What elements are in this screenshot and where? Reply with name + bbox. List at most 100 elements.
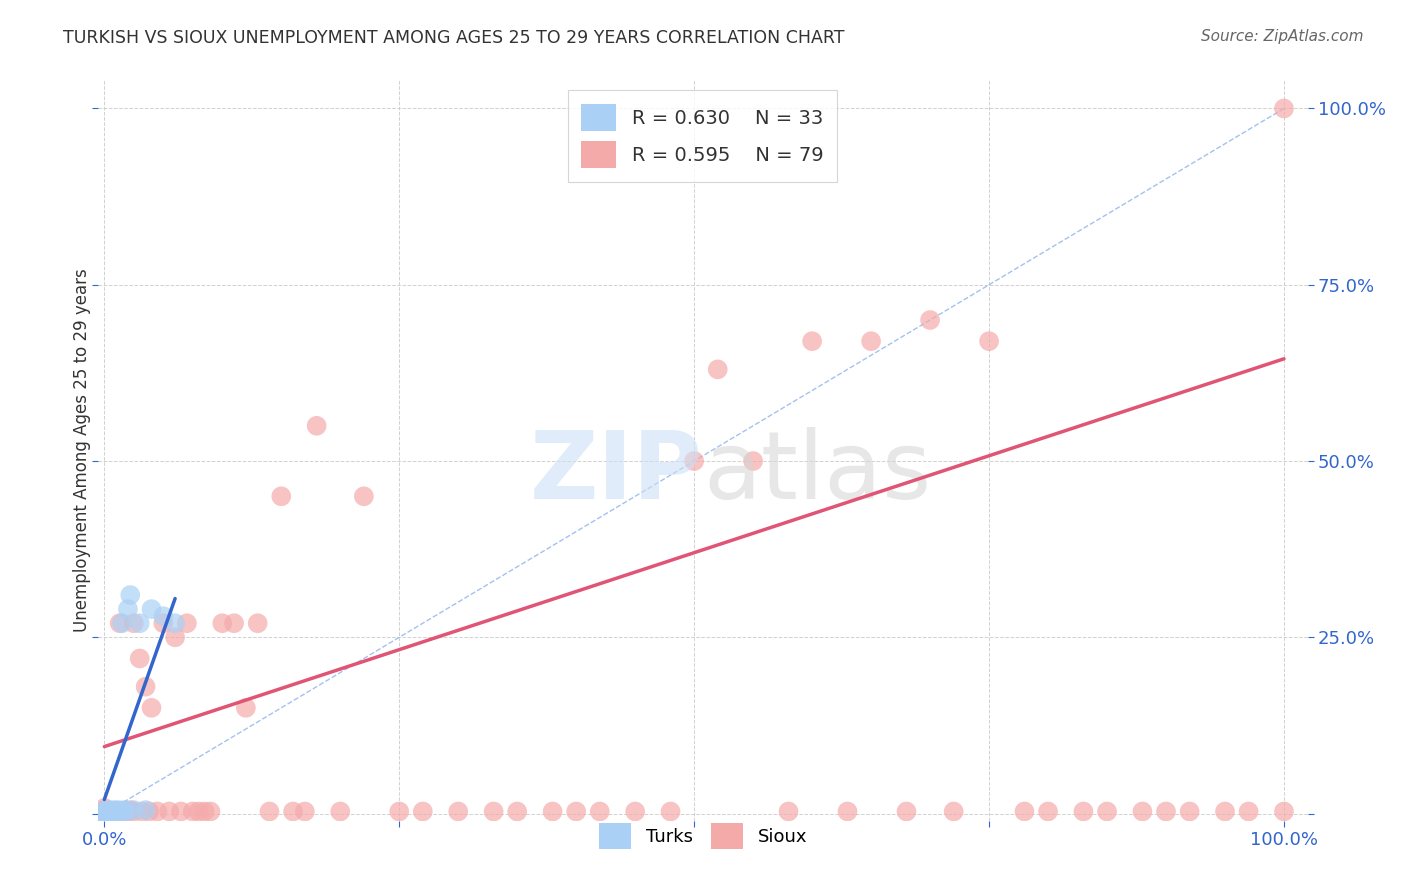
Point — [176, 616, 198, 631]
Point — [152, 616, 174, 631]
Point — [105, 805, 128, 819]
Point — [104, 805, 127, 819]
Point — [100, 805, 122, 819]
Point — [1272, 805, 1295, 819]
Point — [103, 805, 125, 819]
Point — [93, 806, 115, 821]
Point — [329, 805, 352, 819]
Point — [120, 803, 142, 817]
Y-axis label: Unemployment Among Ages 25 to 29 years: Unemployment Among Ages 25 to 29 years — [73, 268, 91, 632]
Point — [135, 680, 157, 694]
Point — [194, 805, 217, 819]
Point — [93, 804, 115, 818]
Point — [93, 806, 115, 821]
Point — [97, 805, 120, 819]
Point — [93, 805, 115, 819]
Point — [165, 630, 187, 644]
Point — [942, 805, 965, 819]
Point — [122, 803, 145, 817]
Point — [742, 454, 765, 468]
Point — [98, 805, 121, 819]
Point — [506, 805, 529, 819]
Point — [146, 805, 169, 819]
Point — [447, 805, 470, 819]
Point — [112, 803, 135, 817]
Point — [107, 805, 129, 819]
Point — [93, 806, 115, 821]
Point — [259, 805, 281, 819]
Point — [104, 803, 127, 817]
Point — [107, 803, 129, 817]
Point — [101, 805, 124, 819]
Point — [659, 805, 682, 819]
Legend: Turks, Sioux: Turks, Sioux — [592, 816, 814, 856]
Point — [93, 806, 115, 821]
Point — [778, 805, 800, 819]
Point — [1178, 805, 1201, 819]
Point — [683, 454, 706, 468]
Point — [281, 805, 304, 819]
Point — [801, 334, 824, 348]
Point — [93, 806, 115, 821]
Point — [181, 805, 204, 819]
Point — [541, 805, 564, 819]
Point — [235, 701, 257, 715]
Point — [896, 805, 918, 819]
Point — [157, 805, 180, 819]
Point — [1154, 805, 1177, 819]
Point — [93, 805, 115, 819]
Point — [388, 805, 411, 819]
Point — [860, 334, 883, 348]
Text: TURKISH VS SIOUX UNEMPLOYMENT AMONG AGES 25 TO 29 YEARS CORRELATION CHART: TURKISH VS SIOUX UNEMPLOYMENT AMONG AGES… — [63, 29, 845, 46]
Point — [1036, 805, 1059, 819]
Point — [97, 806, 120, 821]
Point — [1014, 805, 1036, 819]
Point — [120, 588, 142, 602]
Text: ZIP: ZIP — [530, 426, 703, 518]
Point — [122, 616, 145, 631]
Point — [98, 805, 121, 819]
Point — [1095, 805, 1118, 819]
Point — [108, 805, 131, 819]
Text: Source: ZipAtlas.com: Source: ZipAtlas.com — [1201, 29, 1364, 44]
Point — [105, 805, 128, 819]
Point — [114, 805, 136, 819]
Point — [100, 804, 122, 818]
Point — [152, 609, 174, 624]
Point — [706, 362, 728, 376]
Point — [103, 805, 125, 819]
Point — [170, 805, 193, 819]
Point — [138, 805, 160, 819]
Point — [105, 805, 128, 819]
Point — [837, 805, 859, 819]
Point — [98, 805, 121, 819]
Point — [270, 489, 292, 503]
Point — [977, 334, 1000, 348]
Point — [117, 805, 139, 819]
Point — [1213, 805, 1236, 819]
Point — [111, 804, 134, 818]
Point — [131, 805, 153, 819]
Point — [135, 803, 157, 817]
Point — [141, 701, 163, 715]
Point — [111, 616, 134, 631]
Point — [104, 805, 127, 819]
Point — [920, 313, 942, 327]
Point — [305, 418, 328, 433]
Point — [1237, 805, 1260, 819]
Point — [128, 616, 150, 631]
Point — [122, 805, 145, 819]
Point — [98, 805, 121, 819]
Point — [1272, 102, 1295, 116]
Point — [1073, 805, 1095, 819]
Point — [93, 801, 115, 815]
Point — [101, 806, 124, 821]
Point — [187, 805, 209, 819]
Point — [353, 489, 375, 503]
Point — [93, 803, 115, 817]
Point — [624, 805, 647, 819]
Point — [128, 651, 150, 665]
Point — [97, 806, 120, 821]
Point — [294, 805, 316, 819]
Point — [412, 805, 434, 819]
